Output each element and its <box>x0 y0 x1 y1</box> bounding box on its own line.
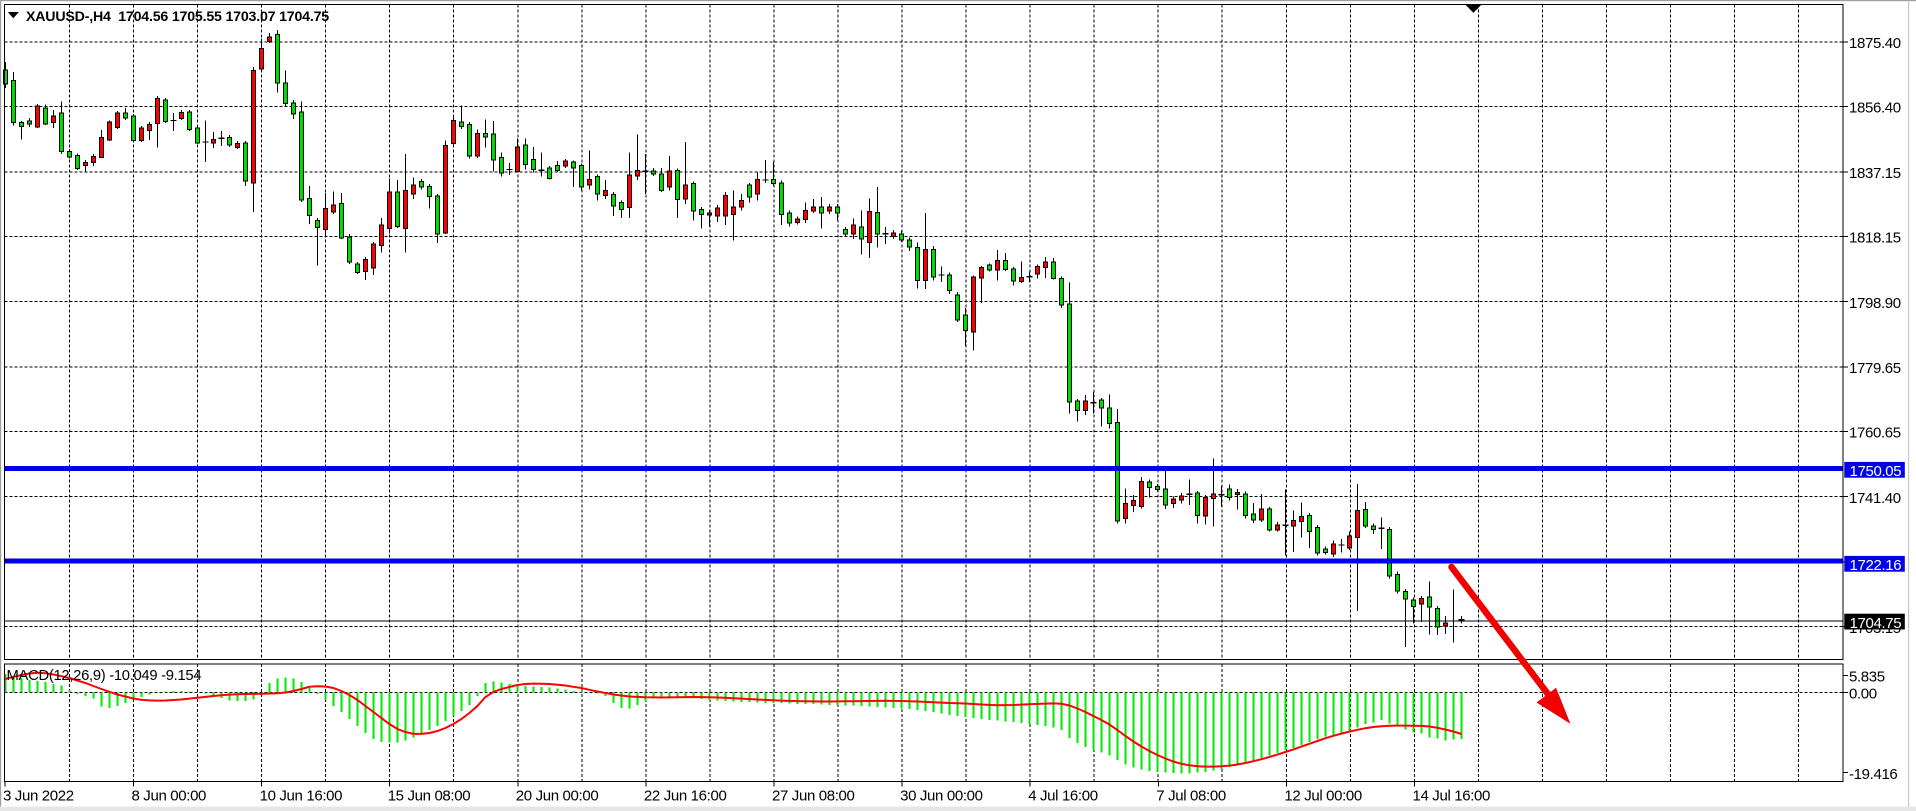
svg-text:1837.15: 1837.15 <box>1849 165 1901 182</box>
svg-text:1760.65: 1760.65 <box>1849 425 1901 442</box>
svg-text:10 Jun 16:00: 10 Jun 16:00 <box>260 788 343 805</box>
svg-text:22 Jun 16:00: 22 Jun 16:00 <box>644 788 727 805</box>
svg-text:1856.40: 1856.40 <box>1849 100 1901 117</box>
svg-text:12 Jul 00:00: 12 Jul 00:00 <box>1284 788 1362 805</box>
svg-text:7 Jul 08:00: 7 Jul 08:00 <box>1156 788 1226 805</box>
svg-text:5.835: 5.835 <box>1849 669 1885 686</box>
svg-text:-19.416: -19.416 <box>1849 766 1897 783</box>
svg-text:MACD(12,26,9) -10.049 -9.154: MACD(12,26,9) -10.049 -9.154 <box>7 668 202 684</box>
svg-text:20 Jun 00:00: 20 Jun 00:00 <box>516 788 599 805</box>
svg-text:1704.75: 1704.75 <box>1850 615 1902 632</box>
svg-text:8 Jun 00:00: 8 Jun 00:00 <box>132 788 207 805</box>
svg-text:1741.40: 1741.40 <box>1849 490 1901 507</box>
svg-text:1798.90: 1798.90 <box>1849 295 1901 312</box>
svg-text:XAUUSD-,H4 1704.56 1705.55 17: XAUUSD-,H4 1704.56 1705.55 1703.07 1704.… <box>26 9 329 25</box>
svg-text:4 Jul 16:00: 4 Jul 16:00 <box>1028 788 1098 805</box>
svg-text:1750.05: 1750.05 <box>1850 463 1902 480</box>
svg-text:30 Jun 00:00: 30 Jun 00:00 <box>900 788 983 805</box>
svg-text:3 Jun 2022: 3 Jun 2022 <box>3 788 74 805</box>
svg-text:15 Jun 08:00: 15 Jun 08:00 <box>388 788 471 805</box>
svg-text:1818.15: 1818.15 <box>1849 230 1901 247</box>
svg-text:27 Jun 08:00: 27 Jun 08:00 <box>772 788 855 805</box>
svg-text:1875.40: 1875.40 <box>1849 35 1901 52</box>
svg-text:0.00: 0.00 <box>1849 686 1877 703</box>
svg-text:1779.65: 1779.65 <box>1849 360 1901 377</box>
svg-text:14 Jul 16:00: 14 Jul 16:00 <box>1413 788 1491 805</box>
svg-text:1722.16: 1722.16 <box>1850 557 1902 574</box>
